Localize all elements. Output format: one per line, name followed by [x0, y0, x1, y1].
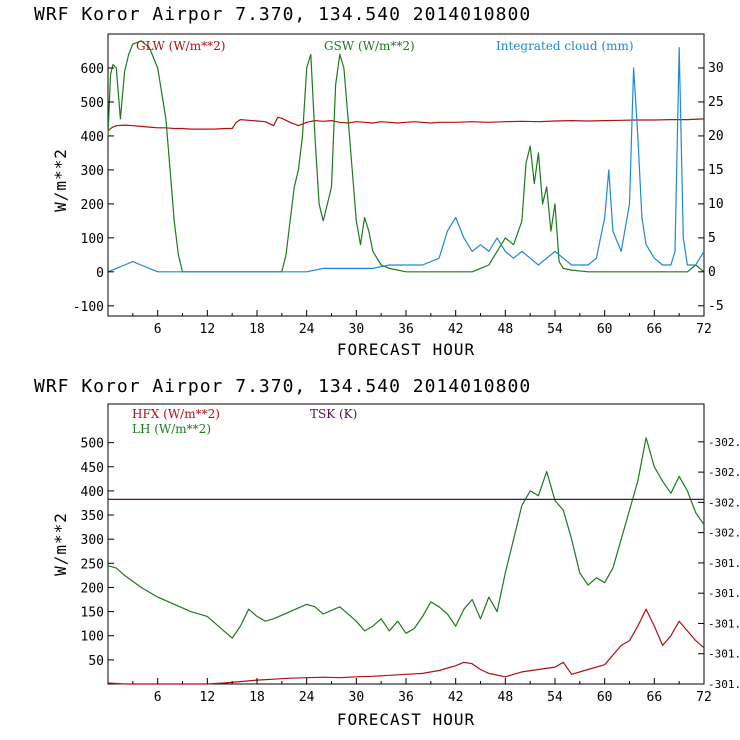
bottom-chart-title: WRF Koror Airpor 7.370, 134.540 20140108… — [34, 376, 531, 397]
top-chart: WRF Koror Airpor 7.370, 134.540 20140108… — [34, 4, 724, 359]
y2-tick-label: -302.0 — [708, 527, 740, 540]
top-chart-ylabel: W/m**2 — [51, 148, 70, 212]
top-chart-title: WRF Koror Airpor 7.370, 134.540 20140108… — [34, 4, 531, 25]
x-tick-label: 66 — [647, 322, 663, 337]
x-tick-label: 30 — [349, 690, 365, 705]
y2-tick-label: 25 — [708, 95, 724, 110]
x-tick-label: 24 — [299, 690, 315, 705]
y2-tick-label: 0 — [708, 265, 716, 280]
y2-tick-label: 30 — [708, 61, 724, 76]
y2-tick-label: 20 — [708, 129, 724, 144]
legend-tsk: TSK (K) — [310, 407, 357, 421]
y-tick-label: 350 — [81, 509, 104, 524]
series-line-glw — [107, 116, 705, 132]
x-tick-label: 72 — [696, 690, 712, 705]
x-tick-label: 54 — [547, 690, 563, 705]
y2-tick-label: -301.0 — [708, 678, 740, 691]
y2-tick-label: -302.2 — [708, 496, 740, 509]
x-tick-label: 42 — [448, 322, 464, 337]
y2-tick-label: -301.6 — [708, 587, 740, 600]
y-tick-label: 250 — [81, 557, 104, 572]
x-tick-label: 6 — [154, 322, 162, 337]
legend-glw: GLW (W/m**2) — [136, 39, 225, 53]
series-line-gsw — [107, 40, 705, 273]
y-tick-label: 450 — [81, 461, 104, 476]
y-tick-label: 0 — [96, 266, 104, 281]
y2-tick-label: 15 — [708, 163, 724, 178]
y-tick-label: 50 — [88, 654, 104, 669]
bottom-plot-frame — [107, 403, 705, 685]
legend-lh: LH (W/m**2) — [132, 422, 211, 436]
x-tick-label: 54 — [547, 322, 563, 337]
x-tick-label: 12 — [200, 322, 216, 337]
x-tick-label: 72 — [696, 322, 712, 337]
y-tick-label: 500 — [81, 96, 104, 111]
top-plot-frame — [107, 33, 705, 317]
y-tick-label: 100 — [81, 232, 104, 247]
y-tick-label: 200 — [81, 581, 104, 596]
legend-cloud: Integrated cloud (mm) — [496, 39, 634, 53]
bottom-chart: WRF Koror Airpor 7.370, 134.540 20140108… — [34, 376, 740, 729]
x-tick-label: 48 — [498, 690, 514, 705]
y-tick-label: 500 — [81, 437, 104, 452]
y-tick-label: 300 — [81, 164, 104, 179]
x-tick-label: 18 — [249, 322, 265, 337]
y-tick-label: 200 — [81, 198, 104, 213]
x-tick-label: 66 — [647, 690, 663, 705]
x-tick-label: 6 — [154, 690, 162, 705]
top-chart-xlabel: FORECAST HOUR — [337, 340, 475, 359]
x-tick-label: 18 — [249, 690, 265, 705]
x-tick-label: 60 — [597, 322, 613, 337]
series-line-lh — [107, 437, 705, 639]
y2-tick-label: -302.4 — [708, 466, 740, 479]
x-tick-label: 12 — [200, 690, 216, 705]
y2-tick-label: -301.4 — [708, 617, 740, 630]
y2-tick-label: 5 — [708, 231, 716, 246]
series-line-hfx — [107, 608, 705, 685]
x-tick-label: 36 — [398, 322, 414, 337]
y-tick-label: 150 — [81, 606, 104, 621]
x-tick-label: 48 — [498, 322, 514, 337]
x-tick-label: 24 — [299, 322, 315, 337]
y-tick-label: 400 — [81, 130, 104, 145]
legend-gsw: GSW (W/m**2) — [324, 39, 415, 53]
bottom-chart-ylabel: W/m**2 — [51, 512, 70, 576]
y2-tick-label: -301.8 — [708, 557, 740, 570]
y-tick-label: 100 — [81, 630, 104, 645]
y-tick-label: 300 — [81, 533, 104, 548]
y2-tick-label: -5 — [708, 299, 724, 314]
x-tick-label: 60 — [597, 690, 613, 705]
series-line-integrated — [107, 46, 705, 273]
y-tick-label: 400 — [81, 485, 104, 500]
y-tick-label: 600 — [81, 62, 104, 77]
y2-tick-label: 10 — [708, 197, 724, 212]
x-tick-label: 30 — [349, 322, 365, 337]
y2-tick-label: -301.2 — [708, 648, 740, 661]
legend-hfx: HFX (W/m**2) — [132, 407, 220, 421]
bottom-chart-xlabel: FORECAST HOUR — [337, 710, 475, 729]
y-tick-label: -100 — [73, 300, 104, 315]
x-tick-label: 42 — [448, 690, 464, 705]
x-tick-label: 36 — [398, 690, 414, 705]
y2-tick-label: -302.6 — [708, 436, 740, 449]
